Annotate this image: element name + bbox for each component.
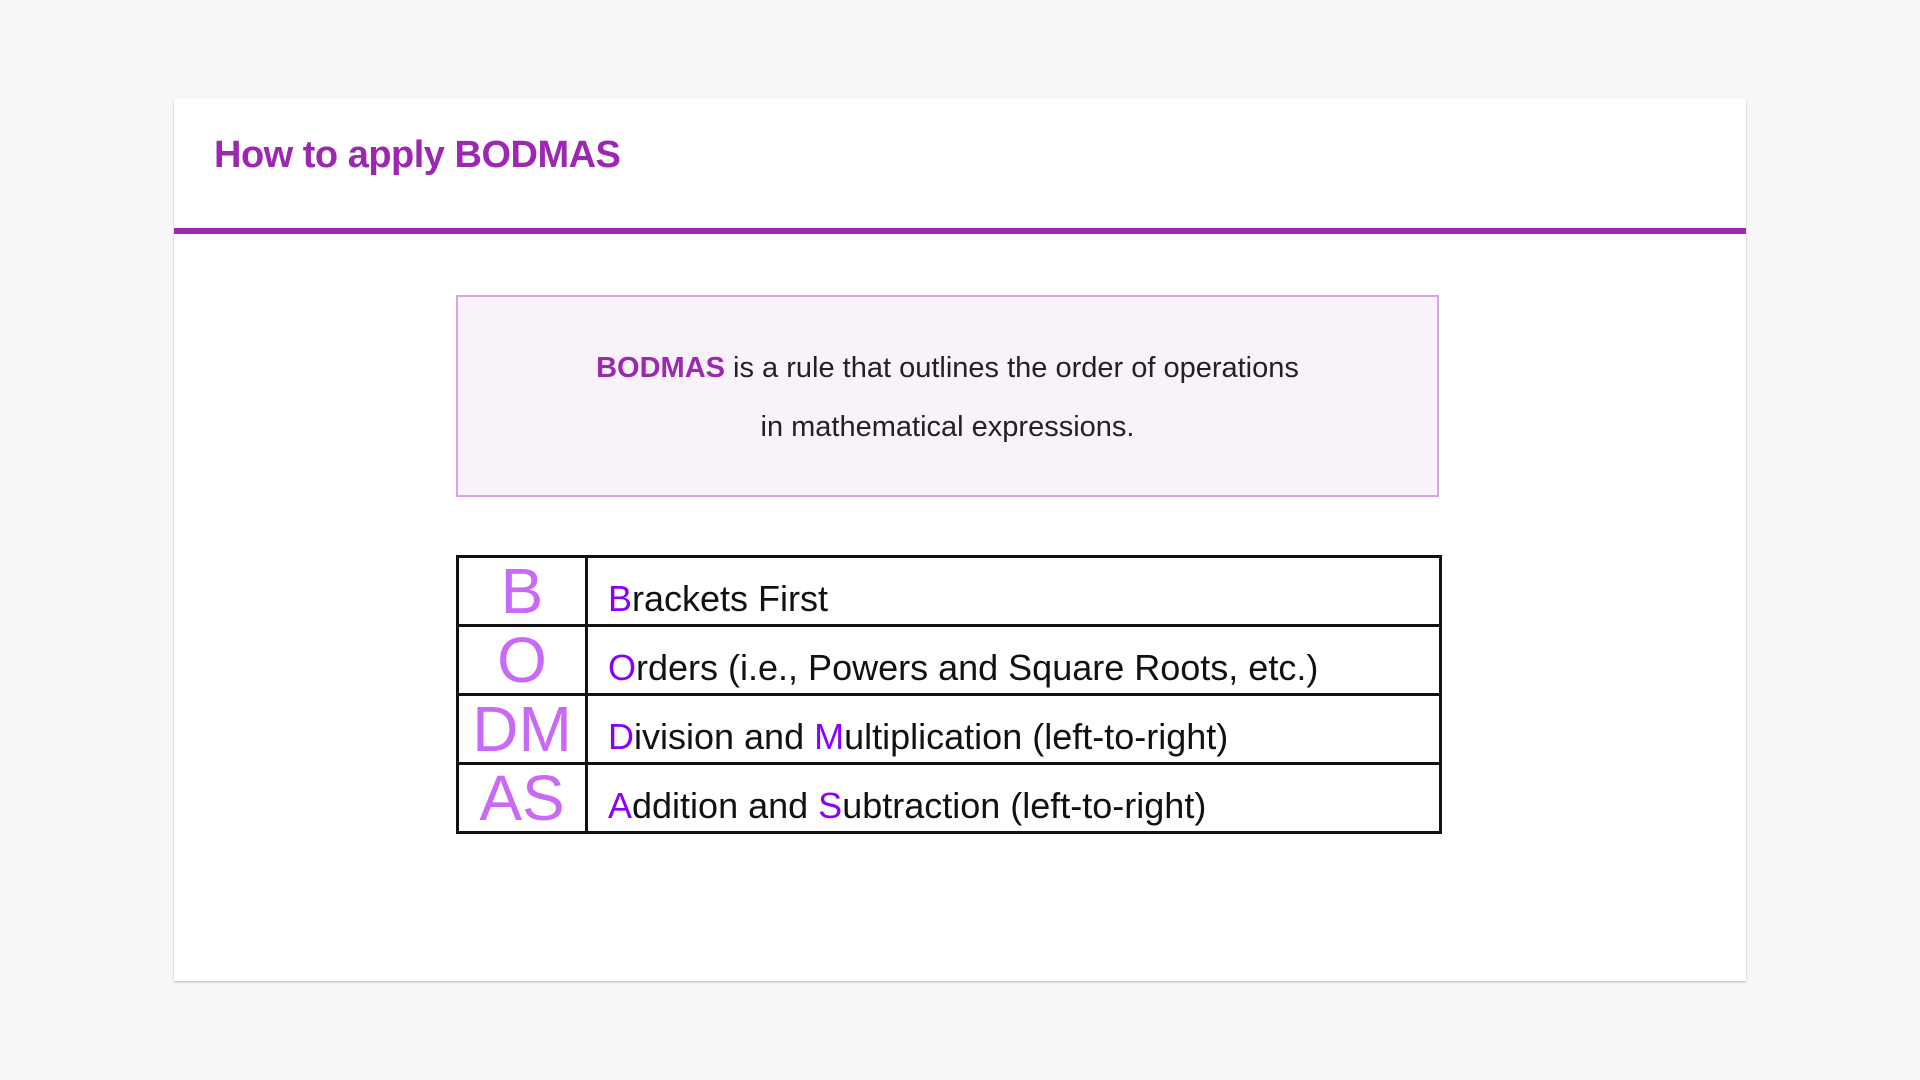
description-text: ultiplication (left-to-right) (844, 716, 1229, 757)
callout-line-2: in mathematical expressions. (760, 411, 1135, 443)
callout-line-1: is a rule that outlines the order of ope… (724, 352, 1299, 384)
table-row: DM Division and Multiplication (left-to-r… (456, 693, 1442, 765)
highlight-letter: B (608, 578, 633, 619)
table-row: B Brackets First (456, 555, 1442, 627)
highlight-letter: S (818, 785, 843, 826)
description-text: rackets First (632, 578, 829, 619)
highlight-letter: A (608, 785, 633, 826)
highlight-letter: O (608, 647, 637, 688)
table-row: AS Addition and Subtraction (left-to-righ… (456, 762, 1442, 834)
page-title: How to apply BODMAS (214, 134, 621, 176)
title-divider (174, 228, 1746, 234)
callout-keyword: BODMAS (596, 352, 725, 384)
highlight-letter: M (814, 716, 845, 757)
highlight-letter: D (608, 716, 634, 757)
row-letter: O (456, 624, 588, 696)
bodmas-table: B Brackets First O Orders (i.e., Powers and… (456, 555, 1442, 834)
description-text: ubtraction (left-to-right) (842, 785, 1207, 826)
row-letter: DM (456, 693, 588, 765)
row-description: Orders (i.e., Powers and Square Roots, e… (585, 624, 1442, 696)
row-description: Brackets First (585, 555, 1442, 627)
slide-card: How to apply BODMAS BODMAS is a rule tha… (174, 98, 1746, 981)
row-letter: B (456, 555, 588, 627)
description-text: rders (i.e., Powers and Square Roots, et… (636, 647, 1319, 688)
table-row: O Orders (i.e., Powers and Square Roots, … (456, 624, 1442, 696)
definition-callout: BODMAS is a rule that outlines the order… (456, 295, 1439, 497)
row-description: Division and Multiplication (left-to-rig… (585, 693, 1442, 765)
description-text: ddition and (632, 785, 819, 826)
row-letter: AS (456, 762, 588, 834)
row-description: Addition and Subtraction (left-to-right) (585, 762, 1442, 834)
description-text: ivision and (634, 716, 815, 757)
